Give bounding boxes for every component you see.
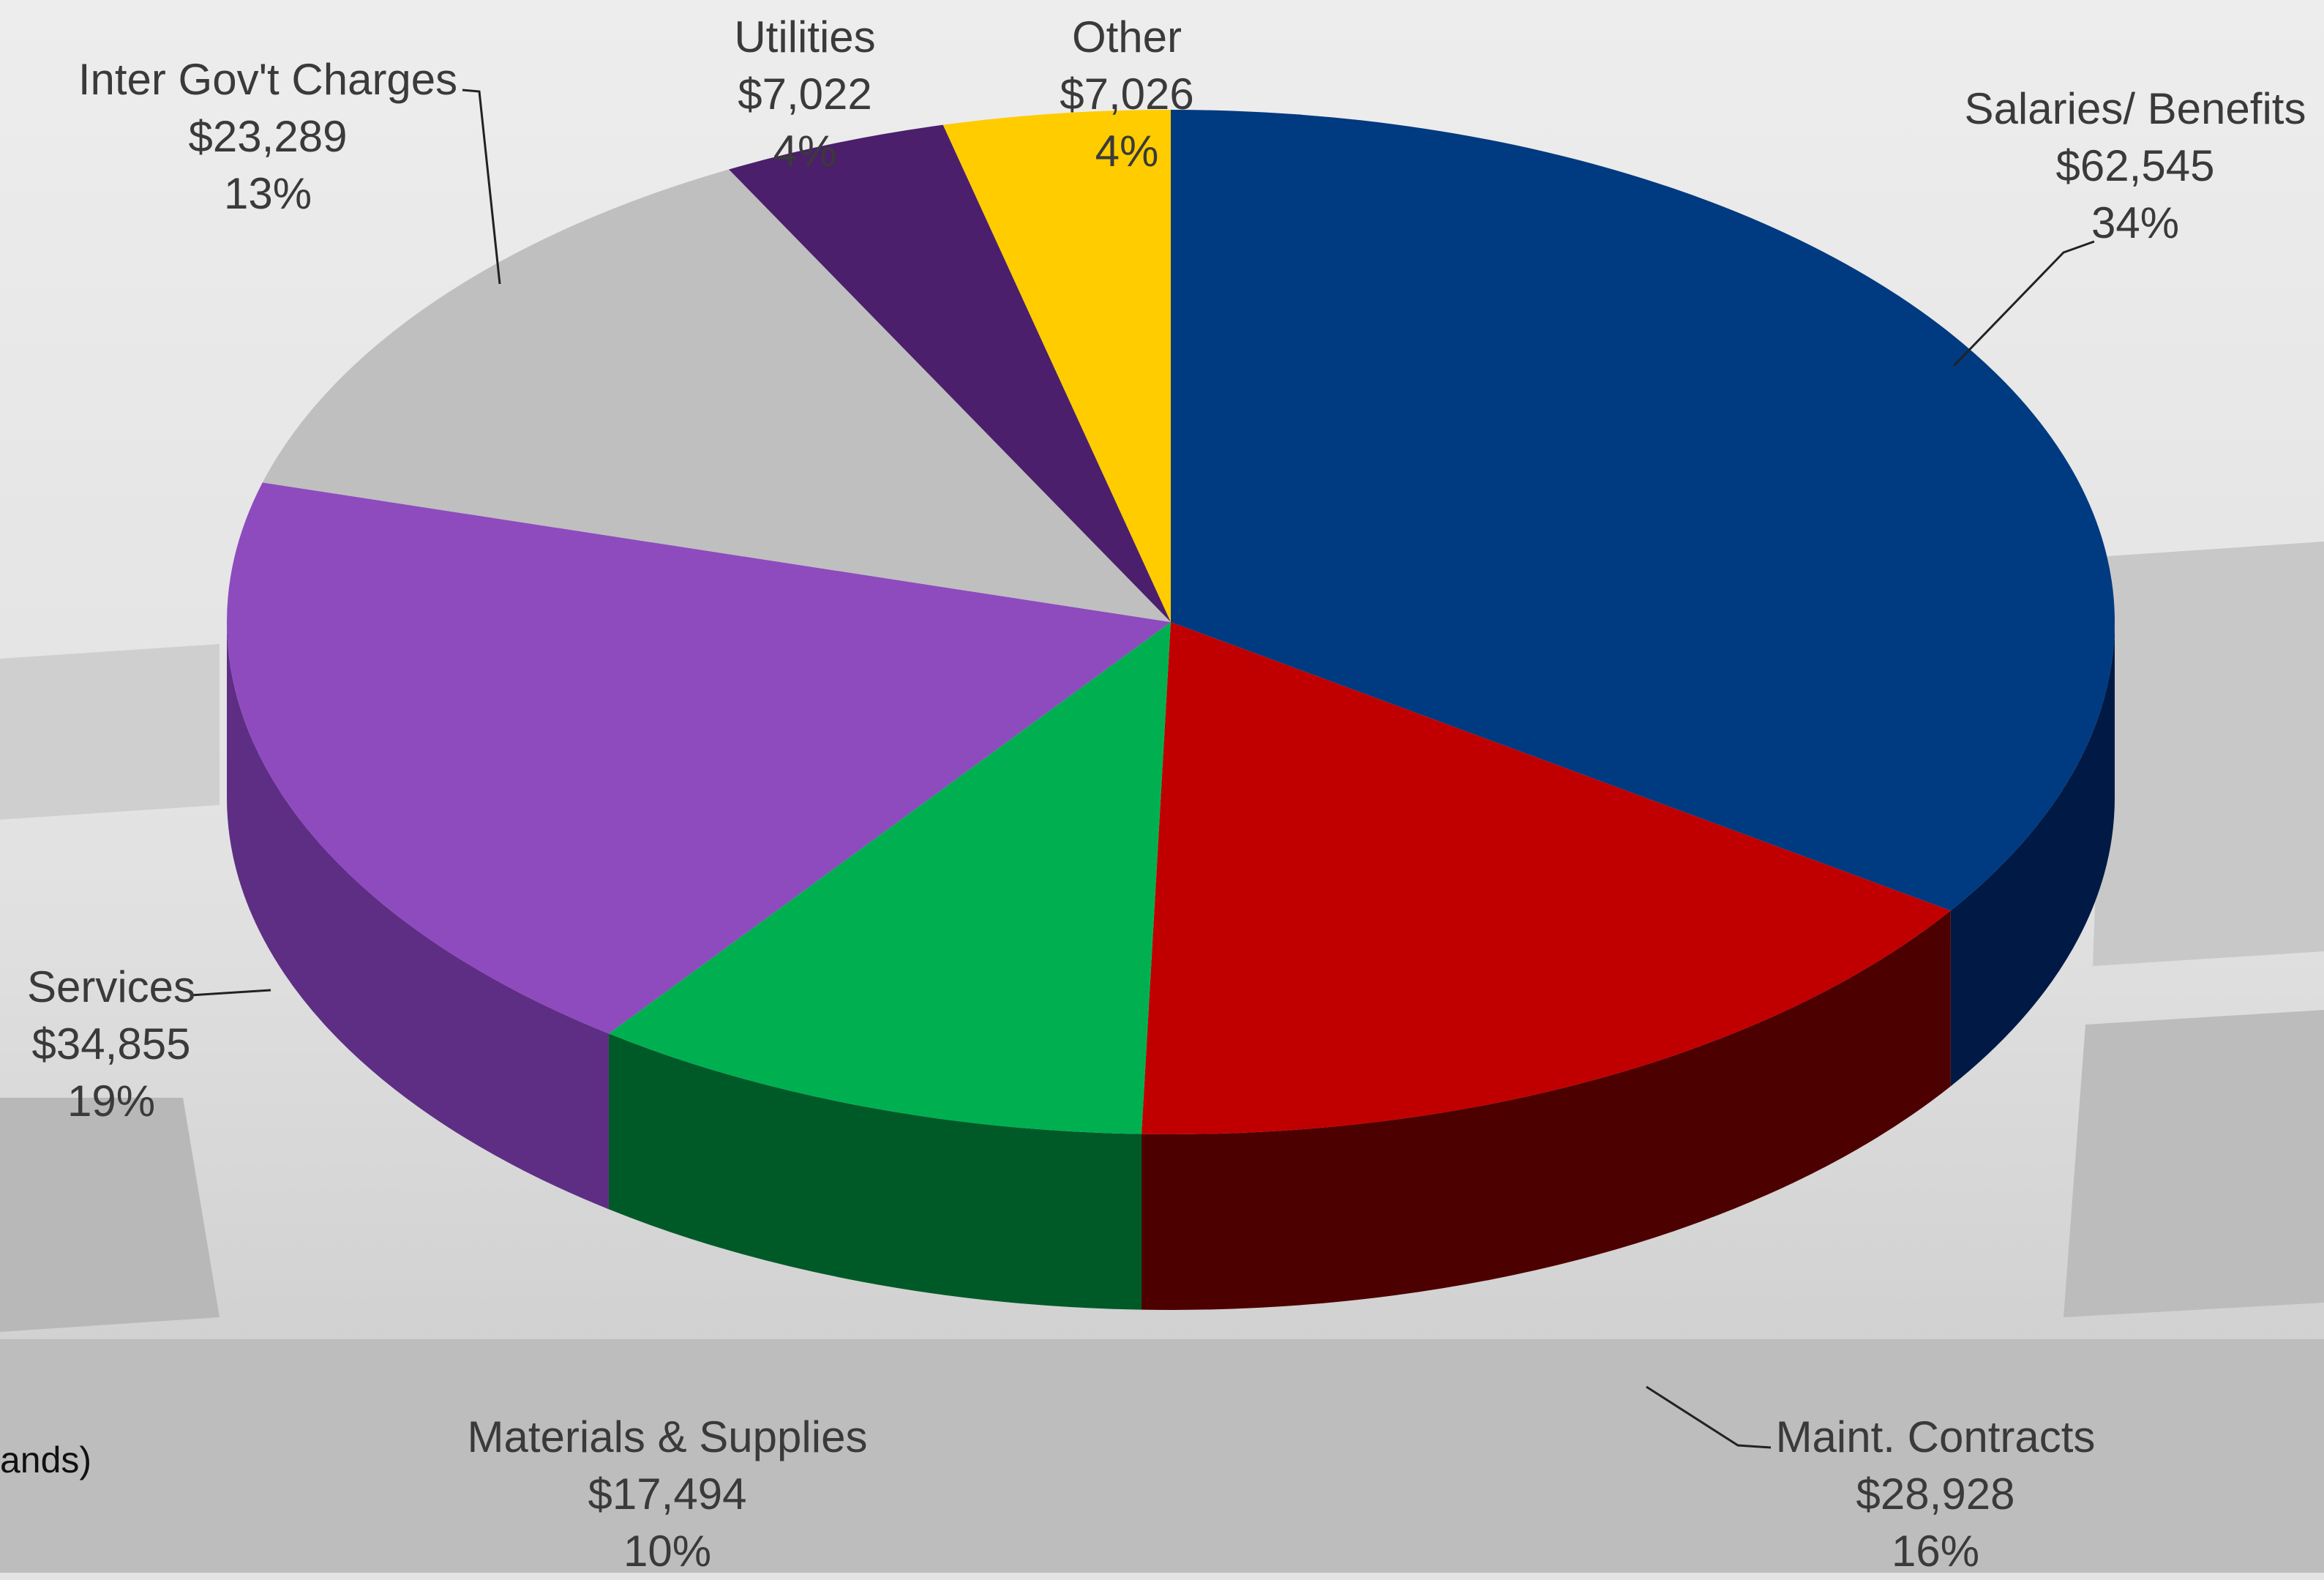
pie-side-salaries-benefits: [1950, 622, 2115, 1087]
pie-sides: [227, 622, 2115, 1311]
footnote: ands): [0, 1439, 92, 1480]
label-category: Maint. Contracts: [1775, 1412, 2096, 1461]
label-value: $62,545: [2055, 141, 2215, 190]
label-value: $28,928: [1856, 1469, 2015, 1519]
label-value: $17,494: [588, 1469, 747, 1519]
label-value: $34,855: [31, 1019, 191, 1068]
label-category: Utilities: [734, 12, 876, 61]
label-percent: 19%: [67, 1077, 156, 1126]
data-label-utilities: Utilities $7,022 4%: [512, 9, 1098, 180]
label-percent: 4%: [1095, 127, 1159, 176]
leader-line-salaries-benefits: [1952, 240, 2095, 367]
pie-side-services: [227, 622, 609, 1210]
label-percent: 13%: [223, 169, 312, 218]
leader-line-maint-contracts: [1646, 1385, 1772, 1449]
pie-slice-maint-contracts: [1142, 622, 1951, 1134]
label-percent: 16%: [1891, 1527, 1980, 1576]
label-percent: 10%: [623, 1527, 712, 1576]
pie-slice-salaries-benefits: [1171, 110, 2115, 911]
label-value: $23,289: [188, 112, 348, 161]
label-category: Other: [1071, 12, 1182, 61]
pie-slice-utilities: [729, 124, 1171, 622]
pie-slice-inter-gov-t-charges: [262, 169, 1171, 623]
leader-lines: [190, 89, 2095, 1449]
leader-line-inter-gov-t-charges: [462, 89, 501, 285]
label-percent: 4%: [773, 127, 837, 176]
data-label-other: Other $7,026 4%: [834, 9, 1420, 180]
data-label-inter-gov-t-charges: Inter Gov't Charges $23,289 13%: [0, 51, 561, 222]
pie-slice-materials-supplies: [608, 622, 1171, 1134]
pie-slices: [226, 110, 2115, 1134]
pie-side-materials-supplies: [608, 1033, 1142, 1310]
label-percent: 34%: [2091, 198, 2180, 247]
data-label-salaries-benefits: Salaries/ Benefits $62,545 34%: [1843, 81, 2324, 252]
pie-side-maint-contracts: [1142, 910, 1951, 1311]
label-category: Materials & Supplies: [467, 1412, 868, 1461]
pie-slice-services: [226, 482, 1171, 1034]
label-category: Services: [26, 962, 196, 1011]
label-category: Salaries/ Benefits: [1964, 84, 2306, 133]
data-label-services: Services $34,855 19%: [0, 959, 404, 1130]
label-value: $7,026: [1060, 70, 1194, 119]
label-category: Inter Gov't Charges: [78, 55, 458, 104]
pie-slice-other: [942, 110, 1171, 622]
label-value: $7,022: [738, 70, 872, 119]
data-label-materials-supplies: Materials & Supplies $17,494 10%: [375, 1409, 960, 1580]
leader-line-services: [190, 989, 271, 997]
data-label-maint-contracts: Maint. Contracts $28,928 16%: [1643, 1409, 2228, 1580]
